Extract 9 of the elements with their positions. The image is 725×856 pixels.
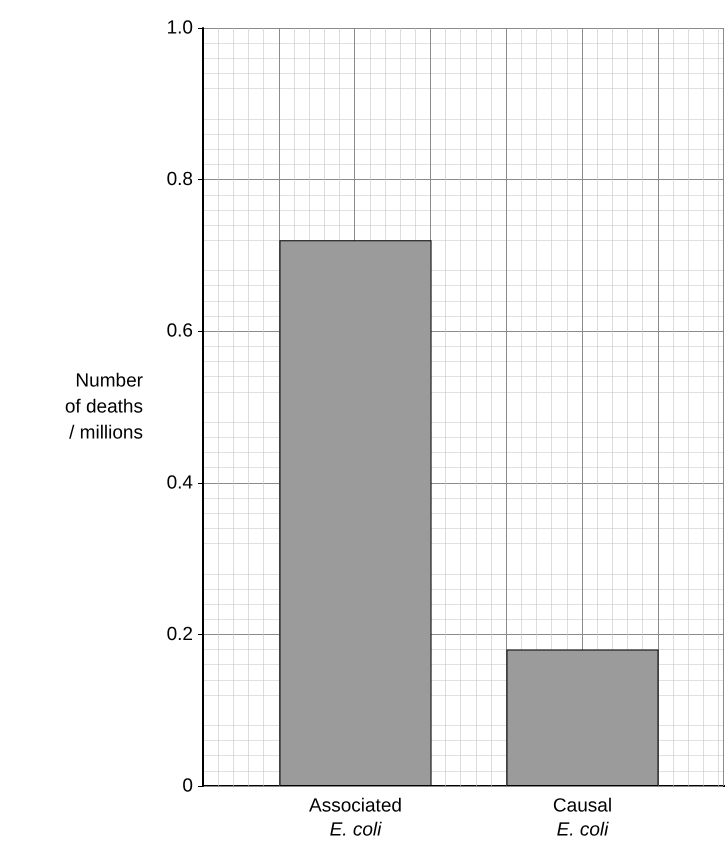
y-tick-label: 1.0 [166, 18, 193, 38]
y-tick-label: 0.6 [166, 320, 193, 342]
y-tick-label: 0 [182, 776, 193, 796]
y-tick-label: 0.2 [166, 624, 193, 645]
x-tick-label: Causal E. coli [552, 796, 612, 840]
y-tick-label: 0.4 [166, 472, 194, 494]
y-tick-label: 0.8 [166, 169, 193, 190]
x-tick-label: Associated E. coli [309, 796, 402, 840]
y-axis-title: Number of deaths / millions [64, 370, 144, 444]
